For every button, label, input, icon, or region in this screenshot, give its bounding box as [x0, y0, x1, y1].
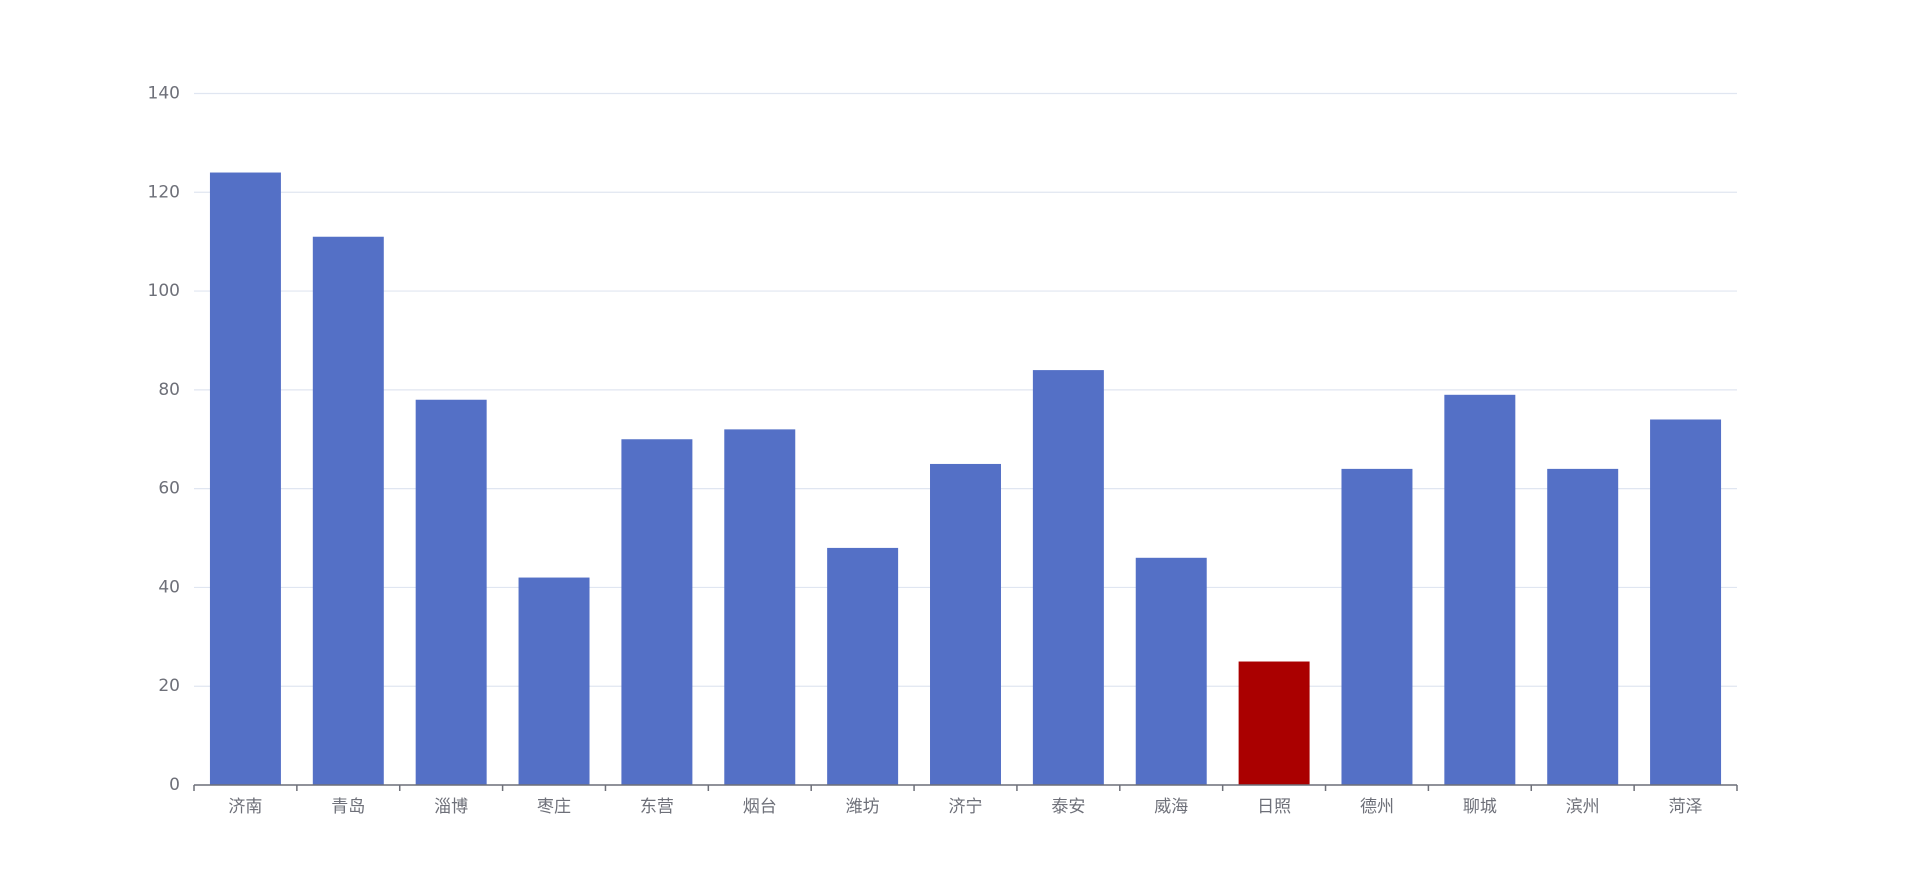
bar	[312, 236, 384, 786]
bar	[209, 172, 281, 785]
x-tick-label: 枣庄	[537, 797, 571, 817]
y-tick-label: 60	[158, 479, 180, 499]
x-tick-label: 青岛	[331, 797, 365, 817]
bar	[1650, 419, 1722, 785]
y-tick-label: 40	[158, 577, 180, 597]
x-tick-label: 聊城	[1463, 797, 1497, 817]
y-tick-label: 120	[148, 182, 180, 202]
bar	[1135, 557, 1207, 785]
x-tick-label: 威海	[1154, 797, 1188, 817]
y-tick-label: 140	[148, 84, 180, 104]
y-tick-label: 20	[158, 676, 180, 696]
x-tick-label: 淄博	[434, 797, 468, 817]
bar	[827, 547, 899, 785]
x-tick-label: 滨州	[1566, 797, 1600, 817]
bar	[1547, 468, 1619, 785]
x-tick-label: 菏泽	[1669, 797, 1703, 817]
y-tick-label: 100	[148, 281, 180, 301]
bar	[1032, 370, 1104, 785]
bar	[518, 577, 590, 785]
x-tick-label: 潍坊	[846, 797, 880, 817]
bar	[1341, 468, 1413, 785]
x-tick-label: 日照	[1257, 797, 1291, 817]
bar	[724, 429, 796, 785]
x-tick-label: 烟台	[743, 797, 777, 817]
bar	[1238, 661, 1310, 785]
x-tick-label: 泰安	[1051, 797, 1085, 817]
y-tick-label: 0	[169, 775, 180, 795]
bar	[621, 439, 693, 785]
bar	[415, 399, 487, 785]
x-tick-label: 济南	[228, 797, 262, 817]
x-tick-label: 德州	[1360, 797, 1394, 817]
x-tick-label: 东营	[640, 797, 674, 817]
bar	[1444, 394, 1516, 785]
y-tick-label: 80	[158, 380, 180, 400]
bar	[930, 463, 1001, 785]
x-tick-label: 济宁	[949, 797, 983, 817]
